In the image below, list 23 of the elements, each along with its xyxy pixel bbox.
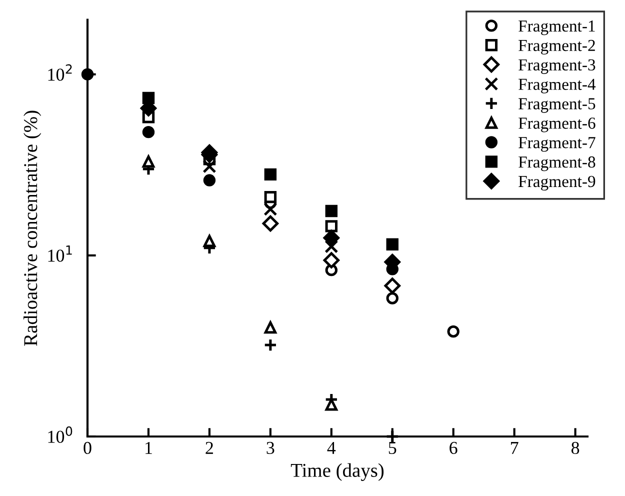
legend-label: Fragment-9 — [518, 176, 596, 191]
legend-label: Fragment-6 — [518, 118, 596, 132]
y-tick-label: 10$^{1}$ — [48, 245, 72, 262]
x-tick-label: 2 — [206, 442, 213, 454]
legend-label: Fragment-2 — [518, 40, 595, 55]
x-tick-label: 5 — [388, 442, 396, 454]
x-tick-label: 6 — [450, 442, 458, 454]
legend-label: Fragment-5 — [518, 98, 596, 113]
x-tick-label: 3 — [266, 442, 274, 454]
y-axis-title: Radioactive concentrative (%) — [24, 110, 42, 346]
x-tick-label: 1 — [146, 442, 152, 454]
x-tick-label: 0 — [84, 442, 92, 454]
legend-label: Fragment-8 — [518, 156, 596, 172]
y-tick-label: 10$^{2}$ — [48, 64, 72, 81]
x-axis-title: Time (days) — [290, 463, 384, 481]
legend-label: Fragment-7 — [518, 137, 596, 152]
x-tick-label: 7 — [511, 442, 518, 454]
x-tick-label: 4 — [327, 442, 336, 454]
legend-label: Fragment-4 — [518, 78, 596, 94]
x-tick-label: 8 — [571, 442, 580, 454]
legend-label: Fragment-3 — [518, 59, 596, 74]
y-tick-label: 10$^{0}$ — [48, 426, 72, 443]
legend-label: Fragment-1 — [518, 20, 595, 36]
